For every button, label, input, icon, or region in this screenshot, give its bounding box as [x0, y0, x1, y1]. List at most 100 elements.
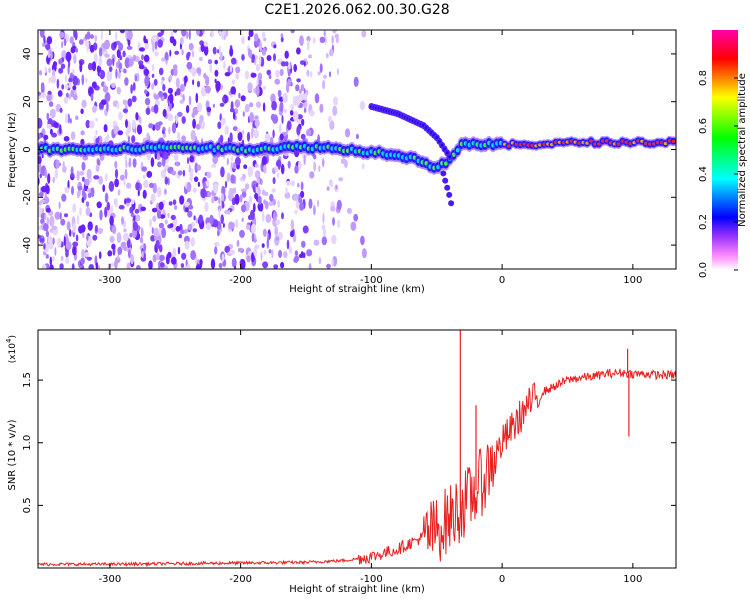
noise-speck: [72, 85, 77, 91]
noise-speck: [217, 205, 222, 212]
noise-speck: [52, 61, 58, 67]
noise-speck: [188, 204, 194, 210]
noise-speck: [249, 102, 254, 108]
noise-speck: [223, 60, 226, 70]
noise-speck: [122, 50, 126, 58]
noise-speck: [225, 30, 229, 37]
noise-speck: [68, 77, 73, 83]
noise-speck: [202, 30, 205, 34]
noise-speck: [154, 50, 159, 57]
noise-speck: [102, 85, 109, 93]
noise-speck: [195, 217, 198, 224]
noise-speck: [127, 135, 130, 143]
noise-speck: [59, 263, 64, 269]
noise-speck: [280, 61, 287, 67]
noise-speck: [290, 180, 295, 187]
noise-speck: [319, 103, 324, 114]
noise-speck: [187, 157, 189, 165]
noise-speck: [302, 91, 308, 101]
noise-speck: [157, 121, 163, 126]
noise-speck: [58, 58, 63, 65]
noise-speck: [161, 227, 167, 239]
noise-speck: [98, 175, 103, 185]
noise-speck: [180, 37, 184, 45]
noise-speck: [224, 180, 228, 189]
noise-speck: [38, 133, 42, 140]
noise-speck: [221, 201, 225, 209]
noise-speck: [48, 77, 51, 84]
noise-speck: [114, 160, 118, 169]
noise-speck: [40, 218, 45, 225]
noise-speck: [218, 208, 221, 218]
noise-speck: [95, 224, 98, 232]
noise-speck: [207, 59, 213, 65]
noise-speck: [46, 36, 53, 45]
noise-speck: [58, 67, 64, 74]
noise-speck: [328, 115, 332, 123]
spectrogram-y-axis: -40 -20 0 20 40: [22, 48, 676, 253]
noise-speck: [89, 120, 95, 129]
noise-speck: [221, 185, 226, 196]
noise-speck: [235, 73, 240, 80]
noise-speck: [325, 53, 329, 59]
noise-speck: [117, 189, 121, 196]
noise-speck: [63, 96, 68, 104]
noise-speck: [86, 233, 89, 241]
noise-speck: [86, 168, 92, 180]
x-tick-label: -300: [99, 574, 122, 585]
noise-speck: [87, 221, 93, 231]
noise-speck: [64, 213, 68, 218]
noise-speck: [240, 258, 246, 269]
noise-speck: [140, 255, 147, 262]
noise-speck: [195, 92, 199, 104]
noise-speck: [48, 67, 51, 74]
snr-plot-area: [38, 330, 676, 568]
noise-speck: [68, 81, 72, 89]
noise-speck: [211, 163, 217, 168]
noise-speck: [152, 254, 157, 263]
noise-speck: [111, 82, 116, 89]
noise-speck: [39, 238, 45, 243]
noise-speck: [300, 181, 304, 191]
noise-speck: [214, 246, 218, 255]
noise-speck: [220, 166, 225, 178]
noise-speck: [114, 259, 118, 269]
noise-speck: [117, 130, 124, 136]
noise-speck: [57, 237, 62, 248]
noise-speck: [261, 211, 265, 222]
noise-speck: [47, 51, 51, 59]
noise-speck: [257, 186, 261, 197]
noise-speck: [188, 164, 191, 173]
noise-speck: [189, 155, 195, 163]
noise-speck: [261, 48, 267, 56]
noise-speck: [318, 165, 321, 172]
noise-speck: [222, 223, 225, 228]
noise-speck: [38, 118, 43, 129]
y-tick-label: 1.5: [22, 372, 33, 388]
y-tick-label: 0: [22, 146, 33, 152]
noise-speck: [286, 66, 289, 73]
noise-speck: [198, 214, 204, 224]
noise-speck: [175, 225, 181, 232]
noise-speck: [49, 128, 53, 135]
noise-speck: [280, 163, 285, 175]
noise-speck: [274, 78, 281, 85]
noise-speck: [328, 71, 332, 78]
x-tick-label: 100: [623, 275, 642, 286]
noise-speck: [164, 51, 169, 61]
noise-speck: [303, 107, 307, 113]
noise-speck: [361, 163, 365, 170]
noise-speck: [43, 243, 46, 250]
noise-speck: [297, 182, 300, 188]
noise-speck: [224, 125, 229, 135]
noise-speck: [127, 249, 131, 259]
noise-speck: [104, 192, 109, 203]
noise-speck: [254, 119, 260, 128]
noise-speck: [254, 33, 259, 42]
noise-speck: [46, 112, 50, 121]
noise-speck: [198, 119, 202, 125]
noise-speck: [70, 131, 76, 141]
noise-speck: [96, 201, 102, 209]
spectrogram-marks: [38, 103, 676, 207]
noise-speck: [145, 43, 149, 50]
